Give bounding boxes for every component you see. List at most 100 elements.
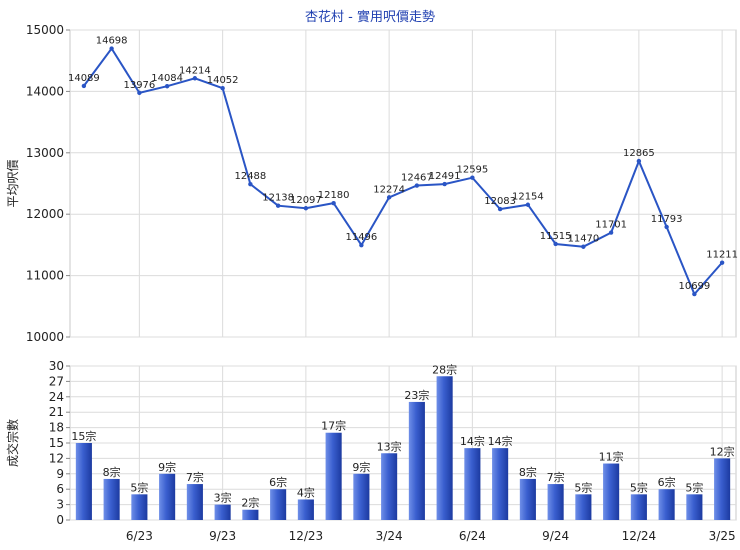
price-plot-area: [69, 29, 737, 338]
price-point: [275, 203, 281, 208]
volume-ytick-label: 24: [49, 390, 64, 404]
price-ytick-label: 15000: [26, 23, 64, 37]
price-data-label: 12467: [401, 173, 433, 184]
volume-ytick-label: 3: [56, 498, 64, 512]
chart-title: 杏花村 - 實用呎價走勢: [305, 10, 435, 25]
volume-bar: [408, 401, 425, 520]
price-data-label: 12488: [234, 171, 266, 182]
price-ytick-label: 10000: [26, 330, 64, 344]
price-ytick-label: 13000: [26, 146, 64, 160]
volume-ytick-label: 9: [56, 467, 64, 481]
volume-bar: [630, 494, 647, 520]
volume-ylabel: 成交宗數: [5, 419, 20, 467]
price-data-label: 14084: [151, 73, 183, 84]
volume-xtick-label: 12/24: [622, 529, 657, 543]
price-ytick-label: 14000: [26, 84, 64, 98]
price-data-label: 13976: [123, 80, 155, 91]
volume-data-label: 5宗: [574, 480, 592, 494]
volume-ytick-label: 12: [49, 451, 64, 465]
price-point: [220, 86, 225, 91]
price-data-label: 12083: [484, 196, 516, 207]
price-point: [664, 224, 669, 230]
volume-data-label: 5宗: [630, 480, 648, 494]
price-point: [497, 206, 503, 212]
volume-data-label: 28宗: [432, 362, 457, 376]
price-data-label: 10699: [678, 281, 710, 292]
price-data-label: 14698: [96, 36, 128, 47]
volume-data-label: 9宗: [158, 460, 176, 474]
volume-bar: [214, 504, 231, 520]
price-point: [331, 200, 336, 206]
volume-data-label: 15宗: [71, 429, 96, 443]
volume-data-label: 7宗: [186, 470, 204, 484]
volume-data-label: 14宗: [488, 434, 513, 448]
price-ylabel: 平均呎價: [6, 159, 20, 207]
price-point: [581, 244, 586, 249]
volume-bar: [519, 478, 536, 520]
price-ytick-label: 11000: [26, 269, 64, 283]
volume-xtick-label: 3/24: [376, 529, 403, 543]
volume-data-label: 4宗: [297, 485, 315, 499]
price-point: [137, 90, 142, 96]
price-data-label: 11701: [595, 220, 627, 231]
volume-data-label: 3宗: [214, 491, 232, 505]
price-ytick-label: 12000: [26, 207, 64, 221]
price-data-label: 12180: [318, 190, 350, 201]
volume-bar: [159, 473, 176, 520]
price-data-label: 12097: [290, 195, 322, 206]
price-point: [192, 76, 198, 81]
price-point: [525, 202, 531, 207]
price-data-label: 12865: [623, 148, 655, 159]
volume-xtick-label: 12/23: [289, 529, 324, 543]
price-data-label: 12595: [456, 165, 488, 176]
volume-bar: [575, 494, 592, 520]
volume-bar: [103, 478, 120, 520]
price-data-label: 11793: [651, 214, 683, 225]
volume-bar: [714, 458, 731, 520]
price-data-label: 14052: [207, 75, 239, 86]
volume-ytick-label: 21: [49, 405, 64, 419]
volume-bar: [353, 473, 370, 520]
price-point: [303, 206, 309, 211]
price-data-label: 14214: [179, 65, 211, 76]
volume-ytick-label: 0: [56, 513, 64, 527]
price-data-label: 11515: [540, 231, 572, 242]
price-point: [109, 46, 114, 51]
volume-bar: [381, 453, 398, 520]
volume-data-label: 6宗: [658, 475, 676, 489]
volume-data-label: 11宗: [599, 450, 624, 464]
volume-bar: [297, 499, 314, 520]
volume-xtick-label: 3/25: [709, 529, 736, 543]
volume-ytick-label: 15: [49, 436, 64, 450]
price-data-label: 11211: [706, 250, 738, 261]
volume-data-label: 17宗: [321, 419, 346, 433]
volume-bar: [75, 443, 92, 520]
price-point: [164, 84, 170, 89]
price-panel: 10000 11000 12000 13000 14000 15000 平均呎價 14089 1…: [6, 23, 738, 344]
price-point: [470, 175, 475, 180]
price-data-label: 14089: [68, 73, 100, 84]
volume-bar: [547, 484, 564, 520]
price-point: [719, 260, 725, 265]
price-point: [553, 241, 558, 247]
volume-ytick-label: 30: [49, 359, 64, 373]
volume-ytick-label: 18: [49, 421, 64, 435]
volume-xtick-label: 9/23: [209, 529, 236, 543]
price-data-label: 12491: [429, 171, 461, 182]
volume-xtick-label: 6/24: [459, 529, 486, 543]
volume-ytick-label: 6: [56, 482, 64, 496]
volume-xtick-label: 9/24: [542, 529, 569, 543]
volume-data-label: 8宗: [519, 465, 537, 479]
price-data-label: 12274: [373, 184, 405, 195]
price-data-label: 12138: [262, 193, 294, 204]
volume-bar: [492, 448, 509, 520]
price-data-label: 12154: [512, 192, 544, 203]
price-point: [81, 83, 87, 89]
price-point: [414, 183, 420, 188]
volume-bar: [436, 376, 453, 520]
price-point: [359, 242, 364, 248]
price-point: [636, 158, 642, 164]
